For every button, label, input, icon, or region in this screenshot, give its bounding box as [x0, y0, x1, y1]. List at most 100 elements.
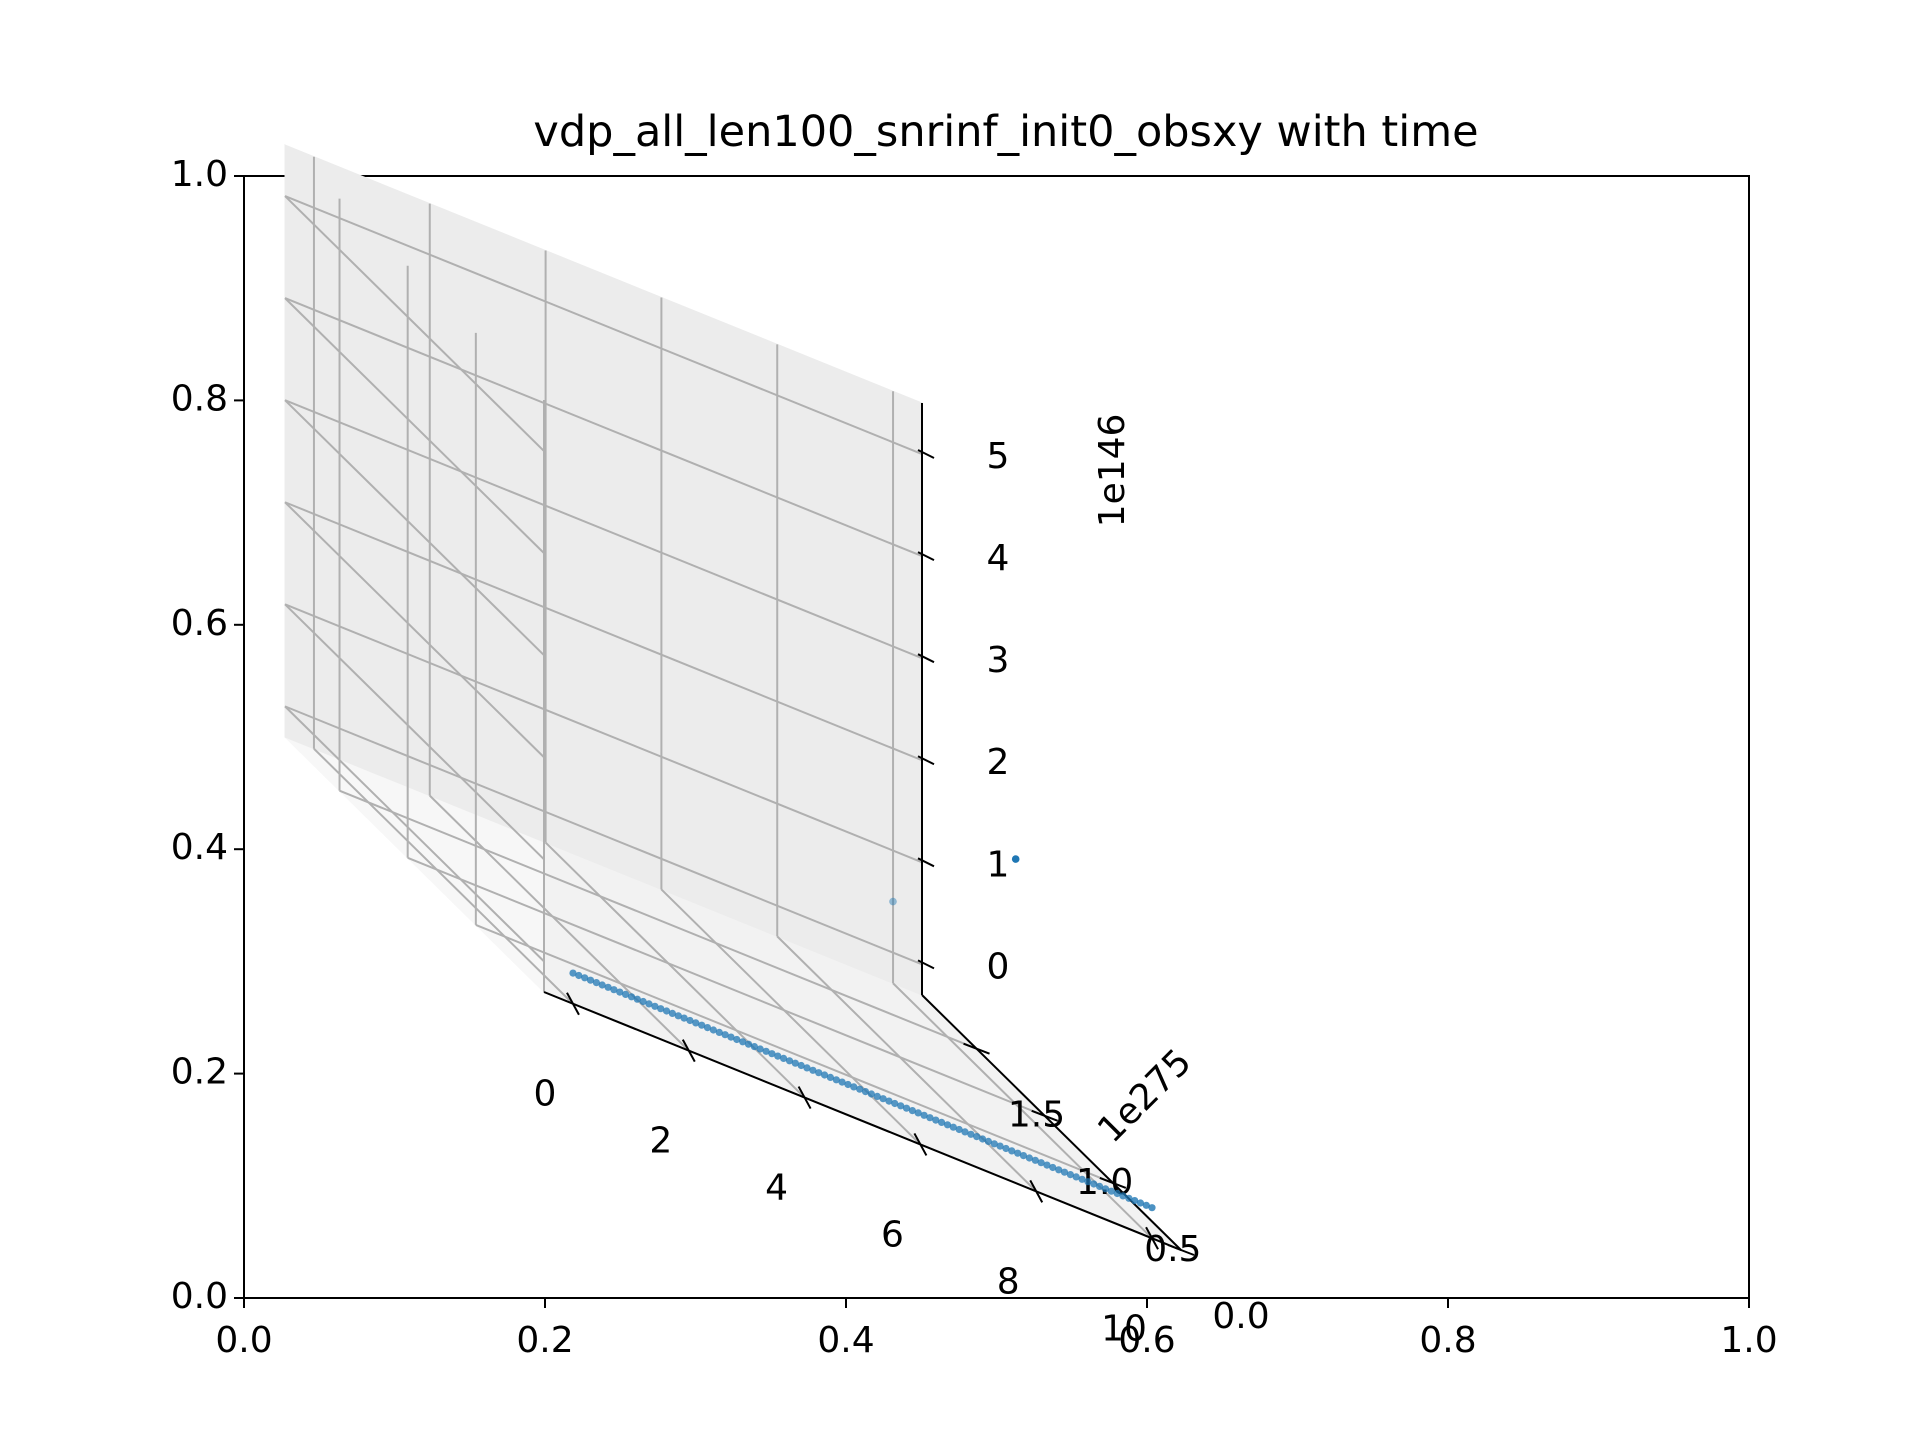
y-tick-label: 0.5: [1144, 1229, 1201, 1270]
z-gridline-left: [284, 705, 545, 963]
data-point: [569, 969, 577, 977]
data-point: [692, 1019, 700, 1027]
data-point: [674, 1012, 682, 1020]
data-point: [715, 1028, 723, 1036]
data-point: [1119, 1192, 1127, 1200]
z-tick-label: 5: [987, 436, 1010, 477]
data-point: [943, 1121, 952, 1129]
data-point: [1043, 1161, 1051, 1169]
data-point: [739, 1038, 747, 1046]
x-tick: [1145, 1226, 1159, 1250]
data-point: [832, 1076, 840, 1084]
data-point: [938, 1118, 946, 1126]
data-point: [633, 995, 641, 1003]
chart-title: vdp_all_len100_snrinf_init0_obsxy with t…: [533, 107, 1478, 157]
data-point: [1031, 1156, 1039, 1164]
z-tick: [917, 449, 935, 459]
x-tick-label: 2: [649, 1121, 672, 1162]
data-point: [1055, 1166, 1063, 1174]
frame-axes: 0.0 0.2 0.4 0.6 0.8 1.0 0.0 0.2 0.4 0.6 0.8 1.0: [171, 154, 1778, 1361]
z-tick: [917, 755, 935, 766]
data-point: [1002, 1144, 1010, 1153]
data-point: [897, 1102, 905, 1110]
x-tick-label: 10: [1101, 1308, 1147, 1349]
data-point: [1107, 1187, 1115, 1195]
x-tick: [913, 1132, 928, 1156]
frame-y-ticks: 0.0 0.2 0.4 0.6 0.8 1.0: [171, 154, 244, 1317]
z-tick: [917, 857, 935, 868]
frame-border: [243, 175, 1750, 1299]
y-gridline-floor: [407, 856, 1046, 1117]
z-tick-label: 2: [987, 742, 1010, 783]
z-tick-label: 4: [987, 538, 1010, 579]
data-point: [575, 971, 583, 980]
frame-x-tick-label: 0.4: [817, 1320, 874, 1361]
frame-y-tick-label: 0.4: [171, 827, 228, 868]
data-point: [598, 981, 606, 989]
data-point: [856, 1085, 864, 1093]
z-gridline-back: [284, 501, 923, 762]
data-point: [1014, 1149, 1022, 1157]
z-tick: [917, 551, 935, 561]
frame-x-tick-label: 0.6: [1118, 1320, 1175, 1361]
data-point: [698, 1021, 706, 1029]
data-point: [908, 1107, 917, 1115]
data-point: [780, 1054, 788, 1062]
data-point: [873, 1092, 881, 1100]
data-points: [569, 855, 1156, 1212]
y-tick-label: 1.5: [1008, 1095, 1065, 1136]
data-point: [1090, 1180, 1098, 1188]
frame-y-tick-label: 1.0: [171, 154, 228, 195]
data-point: [622, 990, 630, 999]
data-point: [721, 1031, 729, 1039]
frame-x-tick-label: 0.8: [1419, 1320, 1476, 1361]
data-point: [838, 1078, 846, 1086]
panes: [284, 143, 1182, 1251]
data-point: [604, 983, 612, 991]
data-point: [996, 1142, 1004, 1150]
data-point: [1125, 1194, 1133, 1202]
data-point: [932, 1116, 940, 1124]
frame-y-tick-label: 0.2: [171, 1052, 228, 1093]
data-point: [861, 1088, 870, 1096]
z-gridline-left: [284, 195, 545, 452]
data-point: [1008, 1147, 1016, 1155]
data-point: [727, 1033, 735, 1041]
data-point: [821, 1071, 829, 1079]
x-gridline-floor: [544, 841, 806, 1099]
z-gridline-left: [284, 501, 545, 758]
data-point-tail: [1136, 1199, 1145, 1207]
data-point: [744, 1040, 753, 1048]
data-point: [920, 1111, 928, 1119]
data-point: [750, 1043, 759, 1051]
data-point: [774, 1052, 782, 1060]
y-tick-label: 0.0: [1212, 1296, 1269, 1337]
x-tick-label: 6: [881, 1214, 904, 1255]
frame-y-tick-label: 0.6: [171, 603, 228, 644]
data-point: [973, 1133, 981, 1141]
data-point: [1066, 1171, 1074, 1179]
x-tick: [797, 1086, 812, 1110]
data-point: [639, 997, 647, 1006]
data-point: [979, 1135, 987, 1143]
z-gridline-back: [284, 399, 923, 660]
data-point: [1037, 1159, 1045, 1167]
data-point-outlier: [1011, 855, 1020, 863]
data-point: [1025, 1154, 1033, 1162]
data-point: [1084, 1178, 1092, 1186]
x-tick: [566, 992, 580, 1016]
data-point: [785, 1057, 794, 1065]
z-tick: [917, 959, 935, 970]
x-gridline-floor: [313, 748, 574, 1005]
data-point: [844, 1080, 852, 1089]
data-point-tail: [1131, 1197, 1139, 1205]
data-point: [756, 1045, 764, 1053]
data-point: [867, 1090, 876, 1098]
z-axis-3d-ticks: 0 1 2 3 4 5: [917, 436, 1010, 987]
z-tick-label: 0: [987, 946, 1010, 987]
data-point: [768, 1050, 776, 1058]
data-point: [984, 1137, 993, 1145]
y-tick: [1099, 1176, 1127, 1189]
data-point: [651, 1002, 659, 1010]
